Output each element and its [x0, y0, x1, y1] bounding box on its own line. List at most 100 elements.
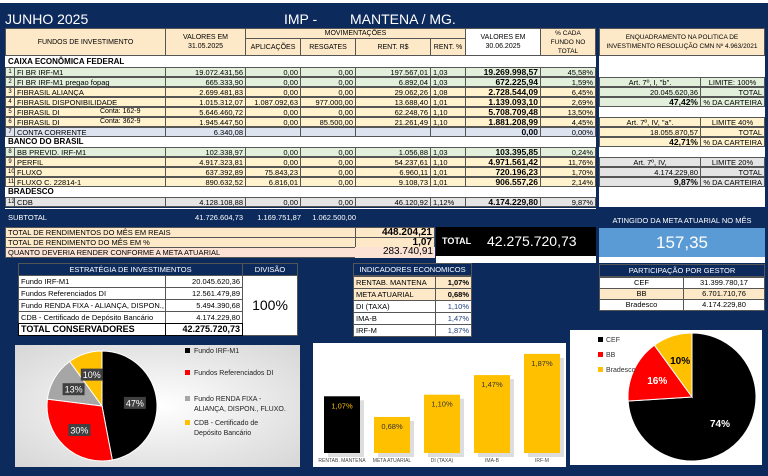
legend-label: CDB - Certificado de — [194, 420, 258, 427]
policy-article: Art. 7º, IV, "a". — [599, 117, 701, 127]
division-value: 100% — [242, 275, 298, 336]
rent-pct: 1,01 — [430, 177, 466, 187]
legend-label: CEF — [606, 337, 620, 344]
legend-swatch — [185, 420, 190, 425]
policy-pct-label: % DA CARTEIRA — [700, 177, 765, 187]
col-val-prev: VALORES EM 31.05.2025 — [165, 28, 246, 56]
value-prev: 665.333,90 — [165, 77, 246, 87]
value-curr: 906.557,26 — [465, 177, 541, 187]
value-curr: 1.139.093,10 — [465, 97, 541, 107]
strategy-total-label: TOTAL CONSERVADORES — [18, 323, 166, 336]
applications: 0,00 — [245, 77, 301, 87]
bar — [524, 353, 560, 453]
fund-name: FLUXO C. 22814-1 — [14, 177, 166, 187]
value-prev: 890.632,52 — [165, 177, 246, 187]
rent-pct: 1,10 — [430, 157, 466, 167]
fund-name: FIBRASIL ALIANÇA — [14, 87, 166, 97]
applications: 75.843,23 — [245, 167, 301, 177]
indicator-name: IRF-M — [353, 324, 436, 337]
value-prev: 19.072.431,56 — [165, 67, 246, 77]
value-curr: 5.708.709,48 — [465, 107, 541, 117]
value-curr: 0,00 — [465, 127, 541, 137]
col-redemptions: RESGATES — [300, 38, 356, 56]
col-rent-pct: RENT. % — [430, 38, 466, 56]
policy-limit: LIMITE 20% — [700, 157, 765, 167]
pie-slice — [653, 332, 693, 399]
rent-rs: 1.056,88 — [355, 147, 431, 157]
bar-data-label: 1,87% — [531, 359, 553, 368]
value-prev: 4.917.323,81 — [165, 157, 246, 167]
redemptions: 0,00 — [300, 67, 356, 77]
subtotal-apl: 1.169.751,87 — [257, 213, 301, 222]
rent-rs: 21.261,49 — [355, 117, 431, 127]
pct-total: 11,76% — [540, 157, 596, 167]
meta-reached-value: 157,35 — [599, 228, 765, 257]
rent-rs: 197.567,01 — [355, 67, 431, 77]
indicator-bar-panel: 1,07% RENTAB. MANTENA 0,68% META ATUARIAL 1,… — [313, 343, 566, 467]
pct-total: 2,69% — [540, 97, 596, 107]
data-label: 74% — [710, 419, 730, 430]
applications: 1.087.092,63 — [245, 97, 301, 107]
bar — [324, 396, 360, 453]
data-label-bg — [80, 368, 103, 381]
value-prev: 1.015.312,07 — [165, 97, 246, 107]
section-bb: BANCO DO BRASIL — [5, 137, 596, 147]
strategy-pie-chart: 47% 30% 13%10% Fundo IRF-M1 Fundos Referenci… — [46, 348, 286, 462]
pct-total: 1,70% — [540, 167, 596, 177]
legend-swatch — [185, 396, 190, 401]
spacer — [436, 256, 596, 263]
policy-limit: LIMITE: 100% — [700, 77, 765, 87]
pct-total: 0,00% — [540, 127, 596, 137]
report-imp: IMP - — [284, 11, 318, 27]
x-tick-label: IMA-B — [485, 458, 500, 464]
bar — [374, 416, 410, 453]
applications: 0,00 — [245, 67, 301, 77]
col-policy: ENQUADRAMENTO NA POLITICA DE INVESTIMENT… — [599, 28, 765, 56]
redemptions: 0,00 — [300, 197, 356, 207]
legend-label: ALIANÇA, DISPON., FLUXO. — [194, 406, 286, 413]
data-label: 10% — [670, 356, 690, 367]
redemptions: 977.000,00 — [300, 97, 356, 107]
gestor-pie-panel: 74% 16% 10% CEF BB Bradesco — [570, 330, 762, 465]
spacer — [599, 257, 765, 263]
gestor-name: Bradesco — [599, 299, 684, 311]
col-applications: APLICAÇÕES — [245, 38, 301, 56]
fund-name: FIBRASIL DISPONIBILIDADE — [14, 97, 166, 107]
legend-swatch — [185, 348, 190, 353]
fund-name: FIBRASIL DI — [14, 107, 166, 117]
rent-pct: 1,10 — [430, 107, 466, 117]
legend-swatch — [185, 370, 190, 375]
fund-name: PERFIL — [14, 157, 166, 167]
legend-swatch — [598, 352, 603, 357]
x-tick-label: META ATUARIAL — [373, 458, 412, 464]
value-prev: 4.128.108,88 — [165, 197, 246, 207]
pct-total: 45,58% — [540, 67, 596, 77]
legend-swatch — [598, 337, 603, 342]
gestor-value: 4.174.229,80 — [683, 299, 765, 311]
policy-total-label: TOTAL — [700, 167, 765, 177]
policy-total-label: TOTAL — [700, 127, 765, 137]
policy-total: 4.174.229,80 — [599, 167, 701, 177]
subtotal-res: 1.062.500,00 — [312, 213, 356, 222]
rent-pct: 1,03 — [430, 67, 466, 77]
rent-rs: 13.688,40 — [355, 97, 431, 107]
pct-total: 2,14% — [540, 177, 596, 187]
value-curr: 4.174.229,80 — [465, 197, 541, 207]
indicators-title: INDICADORES ECONOMICOS — [353, 263, 472, 276]
policy-pct-label: % DA CARTEIRA — [700, 97, 765, 107]
section-bradesco: BRADESCO — [5, 187, 596, 197]
policy-pct-label: % DA CARTEIRA — [700, 137, 765, 147]
rent-rs: 62.248,76 — [355, 107, 431, 117]
strategy-pie-panel: 47% 30% 13% 10% Fundo IRF-M1 Fundos Referenci… — [15, 345, 300, 467]
fund-account: Conta: 362-9 — [100, 118, 141, 125]
rent-rs: 6.892,04 — [355, 77, 431, 87]
total-label: TOTAL — [442, 236, 472, 246]
rent-rs: 46.120,92 — [355, 197, 431, 207]
rent-pct: 1,08 — [430, 87, 466, 97]
redemptions: 0,00 — [300, 77, 356, 87]
col-val-curr: VALORES EM 30.06.2025 — [465, 28, 541, 56]
legend-label: Depósito Bancário — [194, 430, 251, 437]
gestor-title: PARTICIPAÇÃO POR GESTOR — [599, 264, 765, 277]
x-tick-label: RENTAB. MANTENA — [318, 458, 366, 464]
top-strip — [0, 0, 768, 3]
